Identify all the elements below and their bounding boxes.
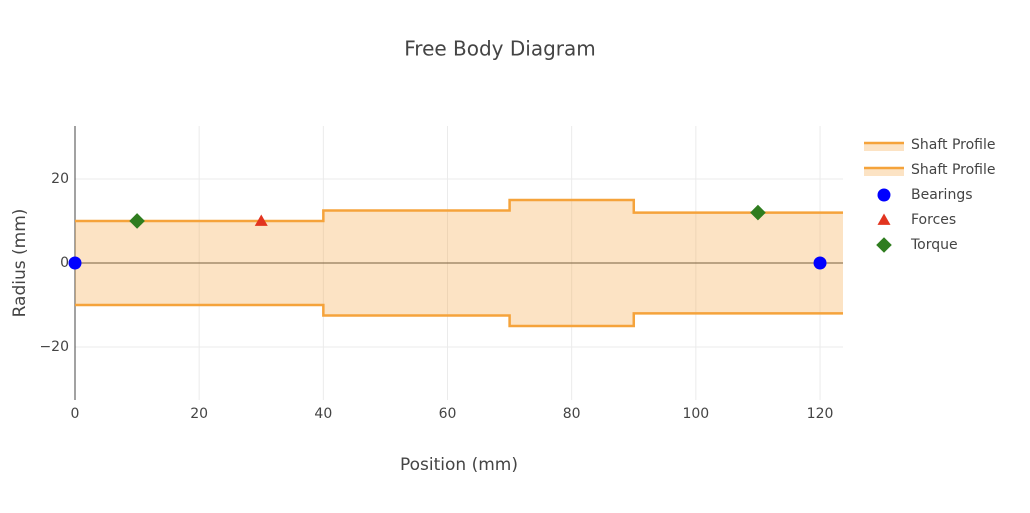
marker — [813, 256, 827, 270]
x-tick-label: 40 — [314, 406, 332, 422]
legend-swatch-fill — [864, 143, 904, 151]
y-tick-label: 20 — [51, 171, 69, 187]
y-tick-label: 0 — [60, 255, 69, 271]
chart-title: Free Body Diagram — [404, 37, 596, 61]
area-fill — [75, 199, 843, 263]
marker — [750, 204, 766, 221]
plot-area — [75, 198, 843, 328]
legend-swatch — [876, 237, 892, 253]
y-axis-title: Radius (mm) — [10, 209, 30, 318]
marker — [68, 256, 82, 270]
line — [75, 198, 843, 223]
x-tick-label: 0 — [71, 406, 80, 422]
x-axis-title: Position (mm) — [400, 455, 518, 475]
x-tick-label: 100 — [682, 406, 709, 422]
legend-swatch — [877, 188, 891, 202]
legend-swatch — [877, 213, 891, 225]
legend-swatch-fill — [864, 168, 904, 176]
x-tick-label: 80 — [563, 406, 581, 422]
legend-label: Forces — [911, 212, 956, 228]
line — [75, 303, 843, 328]
area-fill — [75, 263, 843, 327]
legend-label: Torque — [910, 237, 958, 253]
legend-label: Bearings — [911, 187, 973, 203]
x-tick-label: 60 — [439, 406, 457, 422]
y-tick-label: −20 — [39, 339, 69, 355]
marker — [254, 214, 268, 226]
x-tick-label: 120 — [807, 406, 834, 422]
legend-label: Shaft Profile — [911, 162, 996, 178]
marker — [129, 213, 145, 229]
x-tick-label: 20 — [190, 406, 208, 422]
legend-label: Shaft Profile — [911, 137, 996, 153]
